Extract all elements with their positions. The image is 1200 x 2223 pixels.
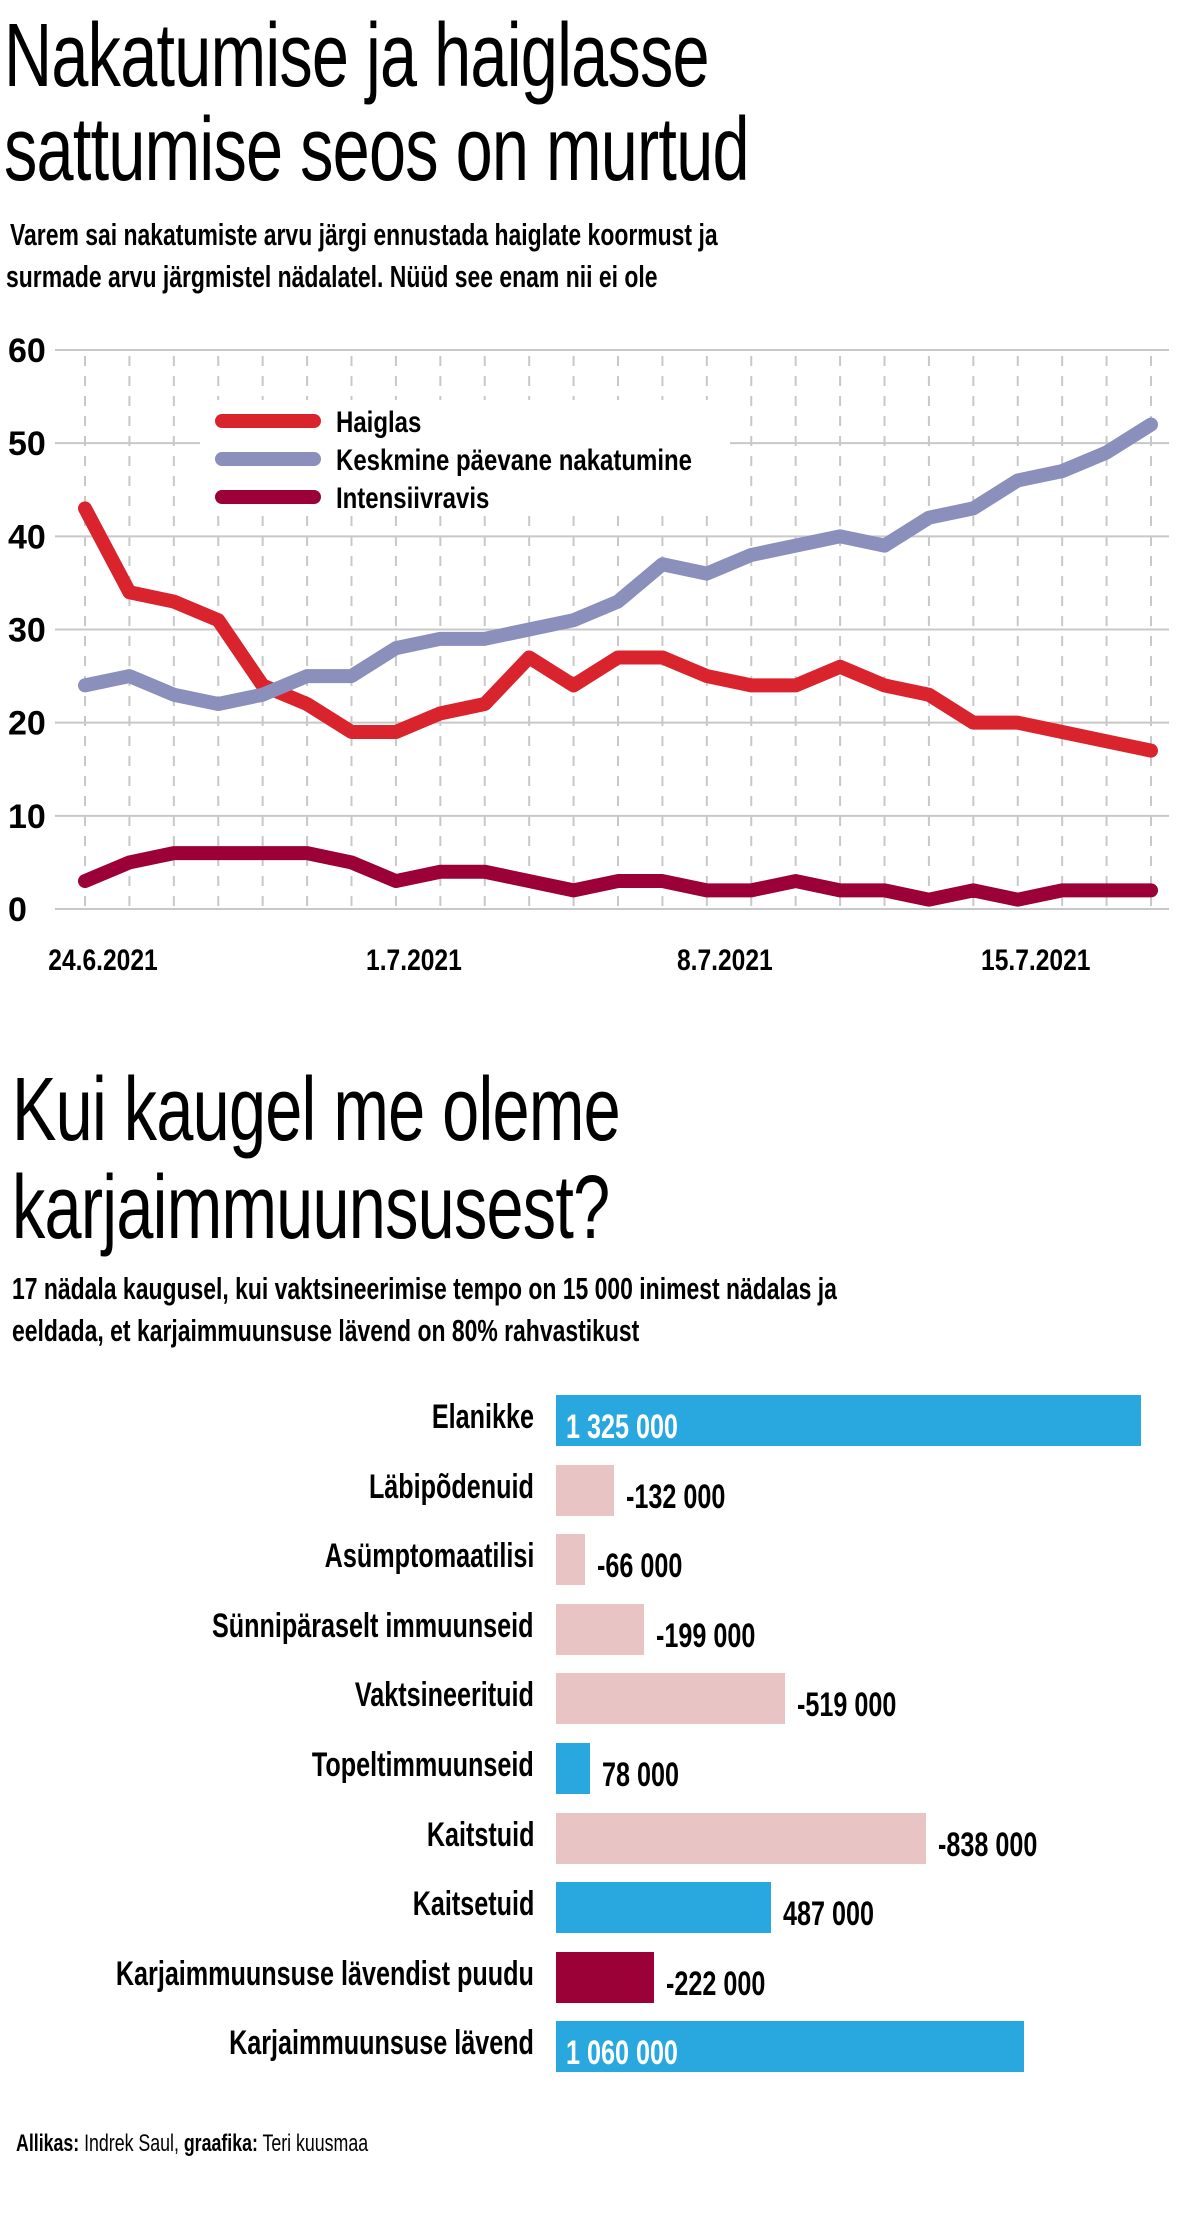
bar-category-label: Kaitsetuid bbox=[412, 1885, 534, 1924]
bar-value-label: -132 000 bbox=[626, 1477, 726, 1516]
bar-value-label: 1 060 000 bbox=[566, 2034, 678, 2073]
legend-label-2: Intensiivravis bbox=[336, 480, 489, 514]
bar-category-label: Asümptomaatilisi bbox=[324, 1537, 534, 1576]
x-tick-label: 1.7.2021 bbox=[366, 943, 462, 977]
bar bbox=[556, 1395, 1141, 1446]
bar-category-label: Vaktsineerituid bbox=[355, 1676, 534, 1715]
bar-value-label: -519 000 bbox=[797, 1686, 897, 1725]
bar-value-label: 78 000 bbox=[602, 1756, 680, 1794]
bar bbox=[556, 1673, 786, 1725]
bar-value-label: -838 000 bbox=[937, 1825, 1038, 1864]
chart2-subtitle-line-1: 17 nädala kaugusel, kui vaktsineerimise … bbox=[12, 1271, 837, 1306]
source-value: Indrek Saul, bbox=[84, 2130, 179, 2157]
chart1-subtitle-line-1: Varem sai nakatumiste arvu järgi ennusta… bbox=[10, 217, 718, 252]
y-tick-label: 10 bbox=[8, 798, 46, 836]
bar-value-label: -66 000 bbox=[597, 1547, 683, 1586]
chart1-subtitle-line-2: surmade arvu järgmistel nädalatel. Nüüd … bbox=[6, 259, 658, 294]
chart2-title-line-2: karjaimmuunsusest? bbox=[12, 1158, 610, 1258]
bar-category-label: Elanikke bbox=[431, 1398, 534, 1436]
footer-credits: Allikas: Indrek Saul, graafika: Teri kuu… bbox=[16, 2130, 492, 2158]
bar bbox=[556, 1464, 615, 1516]
bar-category-label: Kaitstuid bbox=[426, 1815, 534, 1854]
bar-row: Elanikke 1 325 000 bbox=[0, 1395, 1200, 1446]
y-tick-label: 50 bbox=[8, 425, 46, 463]
graphics-value: Teri kuusmaa bbox=[262, 2130, 369, 2157]
bar-value-label: 487 000 bbox=[783, 1895, 874, 1934]
bar-row: Sünnipäraselt immuunseid -199 000 bbox=[0, 1603, 1200, 1655]
bar-category-label: Karjaimmuunsuse lävend bbox=[229, 2024, 534, 2063]
bar bbox=[556, 1743, 591, 1794]
x-tick-label: 8.7.2021 bbox=[677, 943, 773, 977]
bar-row: Topeltimmuunseid 78 000 bbox=[0, 1743, 1200, 1794]
bar-category-label: Topeltimmuunseid bbox=[312, 1746, 534, 1784]
bar bbox=[556, 2021, 1024, 2073]
bar-row: Karjaimmuunsuse lävend 1 060 000 bbox=[0, 2021, 1200, 2073]
y-tick-label: 0 bbox=[8, 891, 27, 929]
y-tick-label: 20 bbox=[8, 705, 46, 743]
source-label: Allikas: bbox=[16, 2130, 80, 2157]
legend-label-0: Haiglas bbox=[336, 404, 421, 438]
bar bbox=[556, 1812, 926, 1864]
graphics-label: graafika: bbox=[183, 2130, 258, 2157]
bar bbox=[556, 1951, 654, 2003]
chart1-title-line-1: Nakatumise ja haiglasse bbox=[4, 6, 710, 106]
bar-row: Kaitstuid -838 000 bbox=[0, 1812, 1200, 1864]
x-tick-label: 24.6.2021 bbox=[48, 943, 157, 977]
bar-category-label: Läbipõdenuid bbox=[369, 1467, 534, 1506]
bar-row: Asümptomaatilisi -66 000 bbox=[0, 1534, 1200, 1586]
legend-label-1: Keskmine päevane nakatumine bbox=[336, 442, 692, 476]
bar-value-label: 1 325 000 bbox=[566, 1408, 678, 1446]
bar bbox=[556, 1534, 586, 1586]
bar-row: Vaktsineerituid -519 000 bbox=[0, 1673, 1200, 1725]
y-tick-label: 30 bbox=[8, 612, 46, 650]
chart2-subtitle-line-2: eeldada, et karjaimmuunsuse lävend on 80… bbox=[12, 1313, 640, 1348]
bar bbox=[556, 1603, 644, 1655]
bar-row: Kaitsetuid 487 000 bbox=[0, 1882, 1200, 1934]
bar-category-label: Karjaimmuunsuse lävendist puudu bbox=[115, 1954, 534, 1993]
bar-category-label: Sünnipäraselt immuunseid bbox=[212, 1606, 534, 1645]
y-tick-label: 60 bbox=[8, 332, 46, 370]
bar-value-label: -199 000 bbox=[655, 1616, 756, 1655]
line-chart: 0 10 20 30 40 50 60 24.6.2021 1.7.2021 8.7.2021 15… bbox=[8, 332, 1169, 977]
bar-row: Karjaimmuunsuse lävendist puudu -222 000 bbox=[0, 1951, 1200, 2003]
y-tick-label: 40 bbox=[8, 518, 46, 556]
chart1-title-line-2: sattumise seos on murtud bbox=[4, 100, 750, 200]
chart2-title-line-1: Kui kaugel me oleme bbox=[12, 1060, 621, 1160]
bar-value-label: -222 000 bbox=[666, 1964, 766, 2003]
x-tick-label: 15.7.2021 bbox=[981, 943, 1090, 977]
bar-row: Läbipõdenuid -132 000 bbox=[0, 1464, 1200, 1516]
bar bbox=[556, 1882, 771, 1934]
